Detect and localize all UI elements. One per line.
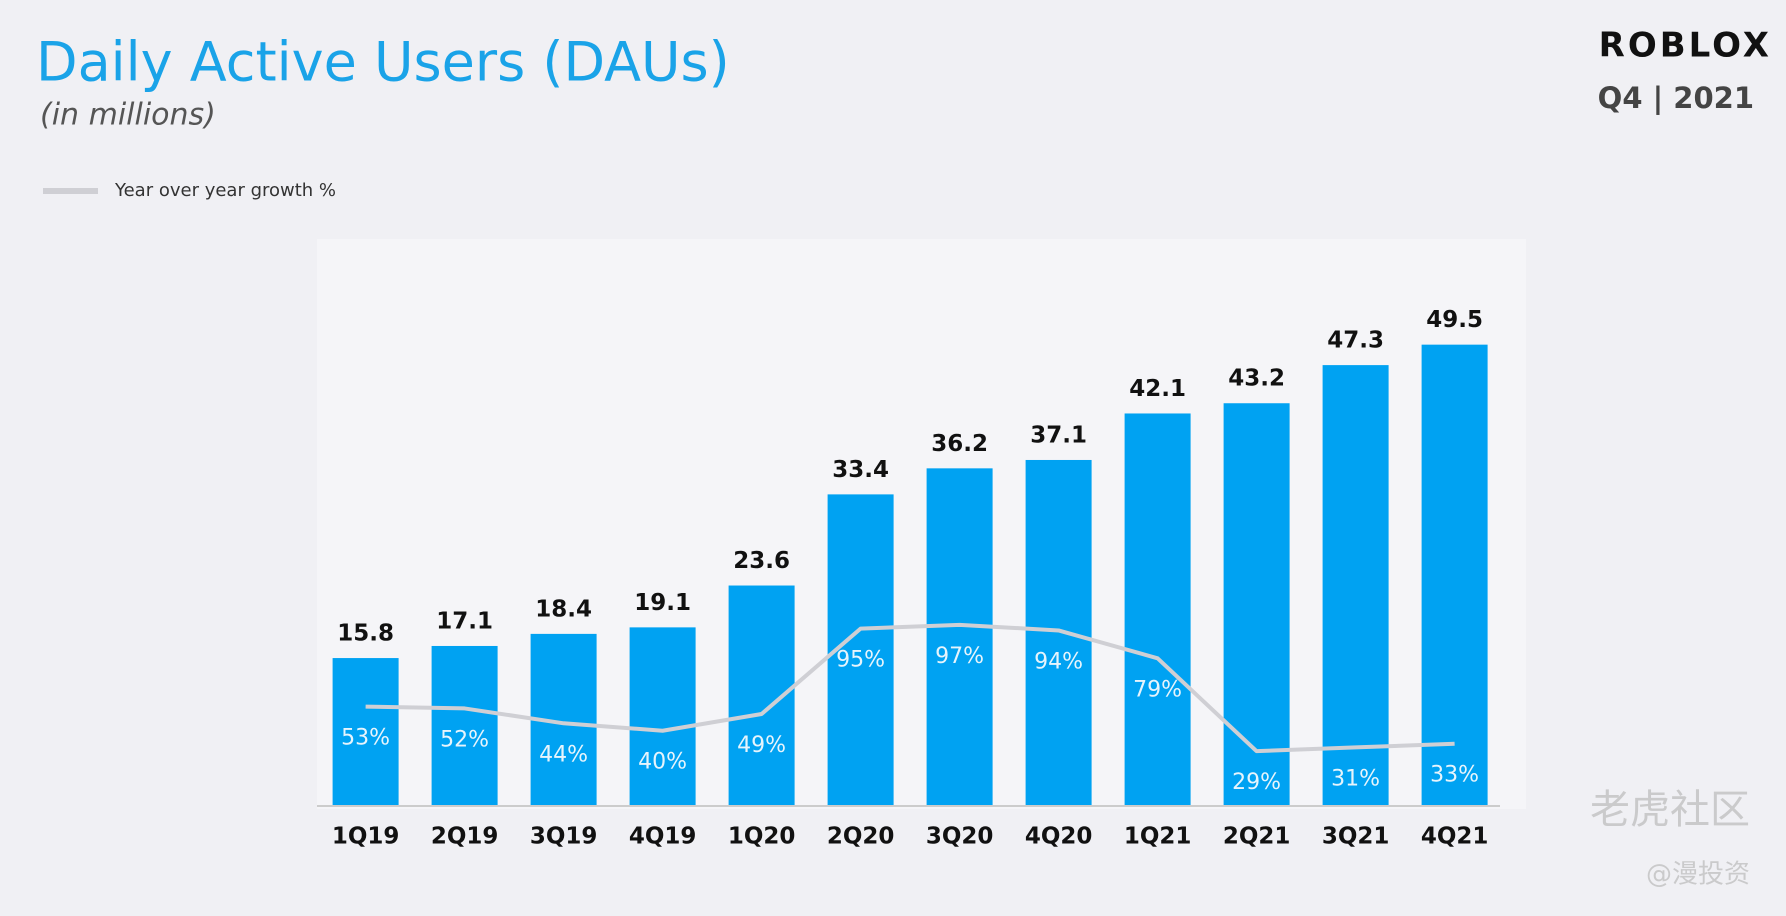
- growth-label: 31%: [1331, 766, 1380, 791]
- growth-label: 40%: [638, 750, 687, 775]
- chart-title: Daily Active Users (DAUs): [36, 31, 730, 94]
- growth-line: [365, 622, 1455, 754]
- chart-subtitle: (in millions): [40, 98, 216, 133]
- bar-value-label: 42.1: [1129, 376, 1186, 402]
- bar-value-label: 18.4: [535, 596, 592, 622]
- logo: ROBLOX: [1599, 26, 1772, 66]
- bar: [431, 645, 498, 805]
- growth-label: 95%: [836, 648, 885, 673]
- x-tick-label: 3Q20: [926, 824, 994, 850]
- bar-value-label: 47.3: [1327, 328, 1384, 354]
- growth-label: 97%: [935, 644, 984, 669]
- bar-value-label: 37.1: [1030, 422, 1087, 448]
- period: Q4 | 2021: [1598, 81, 1754, 115]
- watermark-site: 老虎社区: [1590, 787, 1750, 833]
- growth-label: 33%: [1430, 763, 1479, 788]
- x-tick-label: 3Q19: [530, 824, 598, 850]
- x-tick-label: 4Q19: [629, 824, 697, 850]
- x-tick-label: 1Q19: [332, 824, 400, 850]
- bar-value-label: 15.8: [337, 621, 394, 647]
- bar: [629, 627, 696, 805]
- bar: [926, 468, 993, 805]
- bar-value-label: 43.2: [1228, 366, 1285, 392]
- bar-value-label: 19.1: [634, 590, 691, 616]
- bar: [332, 658, 399, 805]
- growth-label: 94%: [1034, 649, 1083, 674]
- x-tick-label: 1Q21: [1124, 824, 1192, 850]
- growth-label: 29%: [1232, 770, 1281, 795]
- bar: [1421, 344, 1488, 805]
- legend-label: Year over year growth %: [114, 180, 336, 201]
- bar: [1322, 365, 1389, 805]
- x-tick-label: 1Q20: [728, 824, 796, 850]
- growth-label: 52%: [440, 727, 489, 752]
- x-tick-label: 4Q20: [1025, 824, 1093, 850]
- x-tick-label: 2Q19: [431, 824, 499, 850]
- bar-value-label: 23.6: [733, 548, 790, 574]
- bar-value-label: 36.2: [931, 431, 988, 457]
- x-tick-label: 4Q21: [1421, 824, 1489, 850]
- bar-value-label: 17.1: [436, 608, 493, 634]
- watermark-author: @漫投资: [1646, 860, 1750, 890]
- x-tick-label: 3Q21: [1322, 824, 1390, 850]
- growth-label: 44%: [539, 742, 588, 767]
- x-tick-label: 2Q21: [1223, 824, 1291, 850]
- bar: [1124, 413, 1191, 805]
- growth-label: 79%: [1133, 677, 1182, 702]
- x-tick-label: 2Q20: [827, 824, 895, 850]
- bar: [1223, 403, 1290, 805]
- bar-value-label: 33.4: [832, 457, 889, 483]
- bar-value-label: 49.5: [1426, 307, 1483, 333]
- growth-label: 53%: [341, 726, 390, 751]
- growth-label: 49%: [737, 733, 786, 758]
